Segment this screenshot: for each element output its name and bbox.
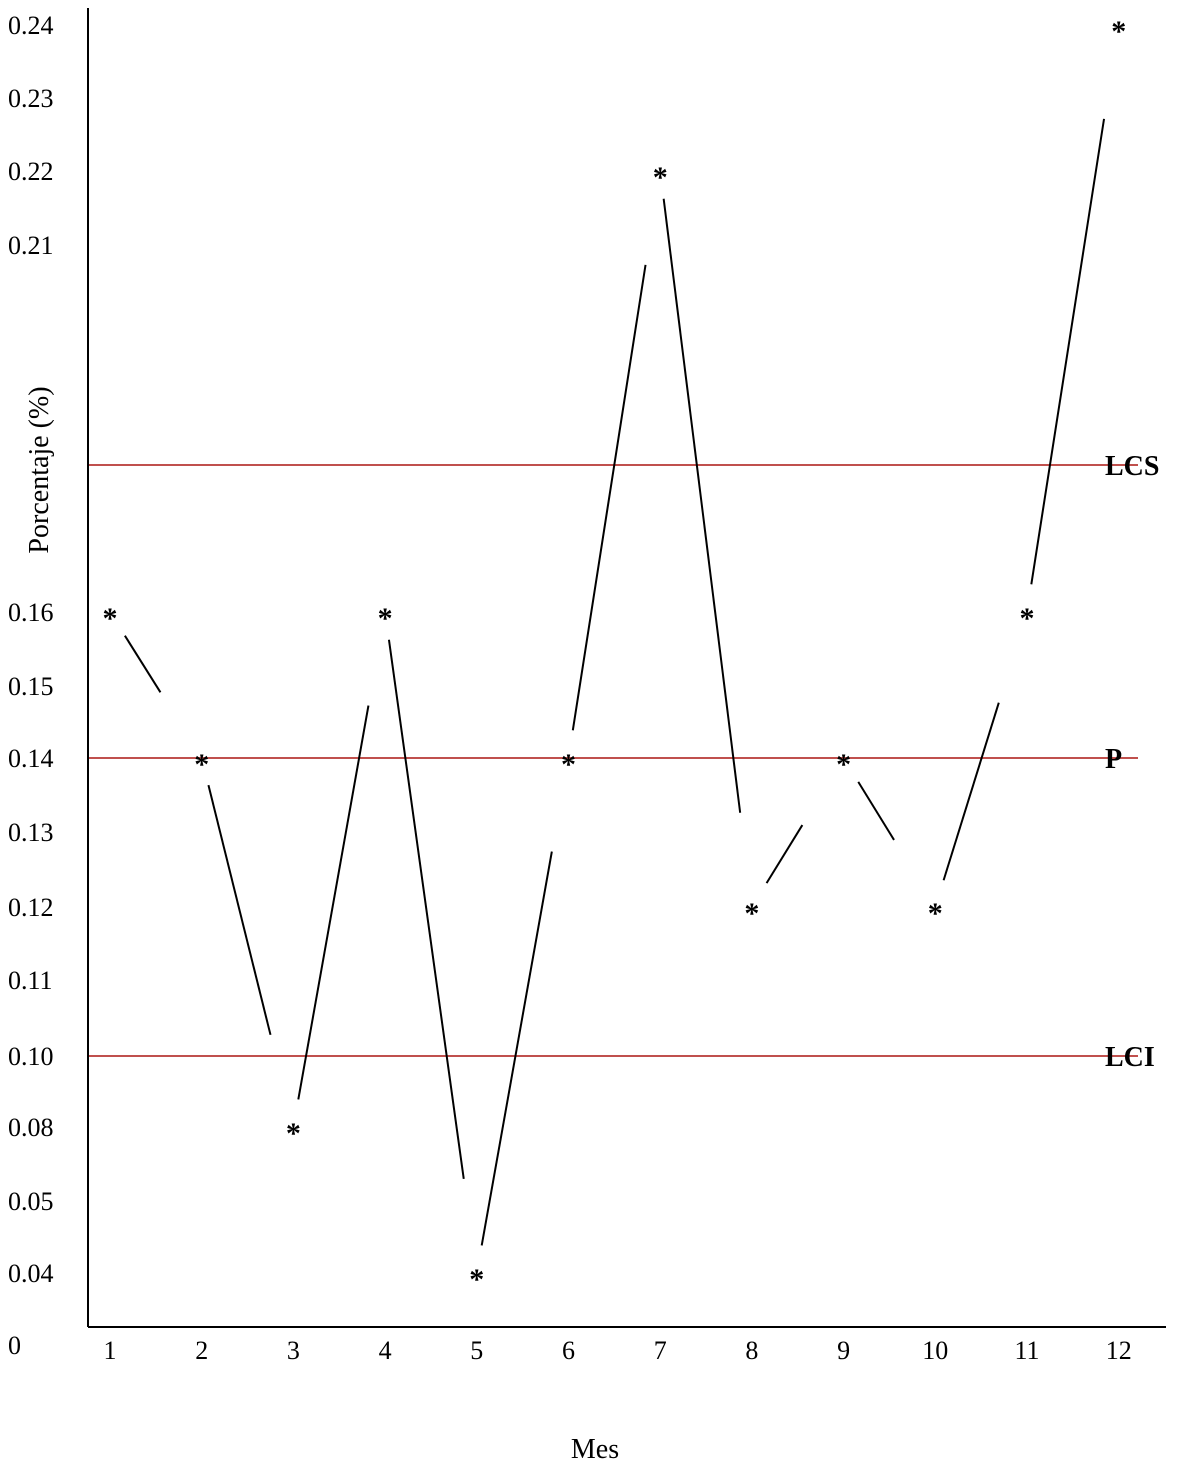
reference-lines — [88, 464, 1138, 1057]
y-tick-label: 0.23 — [8, 84, 54, 113]
y-tick-label: 0.05 — [8, 1187, 54, 1216]
y-tick-label: 0.11 — [8, 966, 53, 995]
y-tick-label: 0.15 — [8, 672, 54, 701]
x-tick-labels: 1 2 3 4 5 6 7 8 9 10 11 12 — [104, 1336, 1132, 1365]
data-point-marker: * — [469, 1263, 484, 1296]
data-points: * * * * * * * * * * * * — [103, 15, 1127, 1296]
x-tick-label: 7 — [654, 1336, 667, 1365]
y-tick-label: 0.22 — [8, 157, 54, 186]
ref-label-p: P — [1105, 744, 1122, 775]
y-tick-label: 0.24 — [8, 11, 54, 40]
x-tick-label: 9 — [837, 1336, 850, 1365]
data-point-marker: * — [836, 748, 851, 781]
x-tick-label: 5 — [470, 1336, 483, 1365]
data-point-marker: * — [561, 748, 576, 781]
series-segment — [207, 784, 272, 1036]
y-tick-label: 0.14 — [8, 744, 54, 773]
data-point-marker: * — [1111, 15, 1126, 48]
series-segment — [1030, 118, 1106, 585]
x-axis-title: Mes — [571, 1434, 619, 1462]
data-point-marker: * — [194, 748, 209, 781]
series-segment — [765, 824, 804, 884]
series-segment — [124, 635, 162, 693]
x-tick-label: 2 — [195, 1336, 208, 1365]
x-tick-label: 12 — [1106, 1336, 1132, 1365]
series-lines — [124, 118, 1106, 1246]
data-point-marker: * — [1020, 602, 1035, 635]
data-point-marker: * — [286, 1117, 301, 1150]
data-point-marker: * — [653, 161, 668, 194]
data-point-marker: * — [928, 897, 943, 930]
y-axis-title: Porcentaje (%) — [24, 386, 55, 553]
x-tick-label: 11 — [1014, 1336, 1039, 1365]
y-tick-label: 0.08 — [8, 1113, 54, 1142]
reference-labels: LCS P LCI — [1105, 451, 1159, 1073]
y-tick-label: 0.04 — [8, 1259, 54, 1288]
ref-label-lcs: LCS — [1105, 451, 1159, 482]
x-tick-label: 3 — [287, 1336, 300, 1365]
series-segment — [480, 851, 553, 1246]
y-tick-label: 0.10 — [8, 1042, 54, 1071]
y-tick-label: 0.12 — [8, 893, 54, 922]
series-segment — [387, 639, 465, 1180]
y-tick-label: 0.21 — [8, 231, 54, 260]
x-tick-label: 4 — [379, 1336, 392, 1365]
y-tick-label: 0.13 — [8, 818, 54, 847]
y-tick-labels: 0 0.04 0.05 0.08 0.10 0.11 0.12 0.13 0.14 0.15 0.1… — [8, 11, 54, 1360]
series-segment — [297, 705, 370, 1100]
series-segment — [857, 781, 895, 841]
data-point-marker: * — [378, 602, 393, 635]
data-point-marker: * — [744, 897, 759, 930]
series-segment — [942, 702, 1000, 881]
x-tick-label: 1 — [104, 1336, 117, 1365]
x-tick-label: 6 — [562, 1336, 575, 1365]
series-segment — [571, 264, 647, 731]
data-point-marker: * — [103, 602, 118, 635]
y-tick-label: 0 — [8, 1331, 21, 1360]
axes — [87, 8, 1166, 1328]
y-tick-label: 0.16 — [8, 598, 54, 627]
ref-label-lci: LCI — [1105, 1042, 1155, 1073]
x-tick-label: 10 — [922, 1336, 948, 1365]
series-segment — [662, 198, 742, 813]
x-tick-label: 8 — [745, 1336, 758, 1365]
